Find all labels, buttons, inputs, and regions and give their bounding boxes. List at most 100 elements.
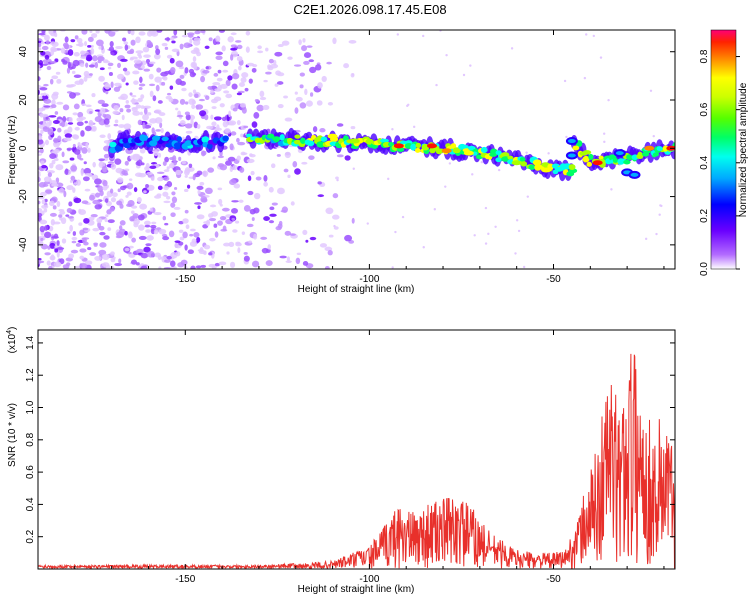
noise-speck <box>150 224 157 229</box>
noise-speck <box>54 248 59 253</box>
noise-speck <box>469 64 472 67</box>
trace-blob <box>245 133 253 138</box>
noise-speck <box>236 55 243 62</box>
noise-speck <box>238 199 244 203</box>
noise-speck <box>211 106 217 110</box>
noise-speck <box>72 112 78 116</box>
spectrogram-panel: -150 -100 -50 -40 -20 0 20 40 Height of straig… <box>7 29 676 295</box>
colorbar-ticks: 0.0 0.2 0.4 0.6 0.8 <box>699 49 740 276</box>
noise-speck <box>74 35 79 40</box>
noise-speck <box>293 64 302 67</box>
noise-speck <box>312 126 318 133</box>
noise-speck <box>59 216 63 221</box>
noise-speck <box>46 65 52 71</box>
snr-y-label: SNR (10 * v/v) <box>7 403 18 467</box>
noise-speck <box>70 165 78 172</box>
noise-speck <box>54 58 59 63</box>
noise-speck <box>231 200 239 203</box>
noise-speck <box>149 207 153 212</box>
noise-speck <box>269 213 277 217</box>
noise-speck <box>78 144 83 148</box>
noise-speck <box>44 34 50 41</box>
noise-speck <box>38 260 41 265</box>
noise-speck <box>110 251 115 256</box>
trace-blob <box>528 164 536 170</box>
noise-speck <box>169 260 176 267</box>
noise-speck <box>76 121 84 127</box>
noise-speck <box>138 83 146 87</box>
noise-speck <box>148 73 154 80</box>
noise-speck <box>43 83 49 87</box>
noise-speck <box>81 30 88 35</box>
noise-speck <box>162 76 168 81</box>
noise-speck <box>81 200 89 205</box>
trace-blob <box>109 147 117 154</box>
noise-speck <box>77 111 84 118</box>
noise-speck <box>172 155 177 162</box>
noise-speck <box>157 254 162 261</box>
noise-speck <box>281 40 290 46</box>
noise-speck <box>184 111 190 116</box>
noise-speck <box>433 208 437 211</box>
noise-speck <box>54 158 59 162</box>
noise-speck <box>79 263 88 269</box>
noise-speck <box>652 134 655 138</box>
y-tick-label: 40 <box>18 46 29 58</box>
noise-speck <box>78 208 82 214</box>
noise-speck <box>185 114 191 121</box>
trace-hotspot <box>441 148 452 154</box>
noise-speck <box>161 42 168 47</box>
noise-speck <box>391 128 394 131</box>
noise-speck <box>143 54 151 58</box>
noise-speck <box>165 95 173 100</box>
noise-speck <box>53 141 60 148</box>
noise-speck <box>127 30 132 35</box>
noise-speck <box>301 45 308 52</box>
noise-speck <box>85 260 93 265</box>
noise-speck <box>267 244 272 250</box>
noise-speck <box>99 107 106 115</box>
noise-speck <box>290 201 295 206</box>
noise-speck <box>247 190 254 196</box>
noise-speck <box>80 56 88 59</box>
noise-speck <box>259 90 265 97</box>
noise-speck <box>237 90 245 94</box>
trace-blob <box>565 151 578 160</box>
noise-speck <box>228 241 235 248</box>
noise-speck <box>184 209 189 214</box>
noise-speck <box>124 247 130 252</box>
noise-speck <box>126 203 133 208</box>
noise-speck <box>73 197 82 204</box>
noise-speck <box>226 251 230 255</box>
noise-speck <box>100 44 104 51</box>
noise-speck <box>196 214 205 220</box>
noise-speck <box>76 153 82 160</box>
noise-speck <box>321 75 327 83</box>
noise-speck <box>286 256 290 262</box>
trace-blob <box>484 154 491 160</box>
noise-speck <box>115 45 123 50</box>
noise-speck <box>126 108 132 113</box>
noise-speck <box>336 178 339 182</box>
noise-speck <box>47 172 53 178</box>
noise-speck <box>263 79 268 83</box>
noise-speck <box>145 243 152 247</box>
noise-speck <box>515 219 519 222</box>
noise-speck <box>109 40 114 48</box>
noise-speck <box>47 245 51 250</box>
noise-speck <box>203 250 207 256</box>
noise-speck <box>152 95 157 102</box>
noise-speck <box>146 30 153 37</box>
noise-speck <box>52 205 57 210</box>
noise-speck <box>92 199 101 205</box>
noise-speck <box>296 252 302 256</box>
noise-speck <box>63 190 67 198</box>
noise-speck <box>52 93 59 96</box>
noise-speck <box>217 187 223 191</box>
noise-speck <box>40 113 49 118</box>
noise-speck <box>98 225 105 231</box>
noise-speck <box>137 214 145 221</box>
noise-speck <box>246 223 254 228</box>
noise-speck <box>287 174 291 179</box>
noise-speck <box>128 178 133 181</box>
